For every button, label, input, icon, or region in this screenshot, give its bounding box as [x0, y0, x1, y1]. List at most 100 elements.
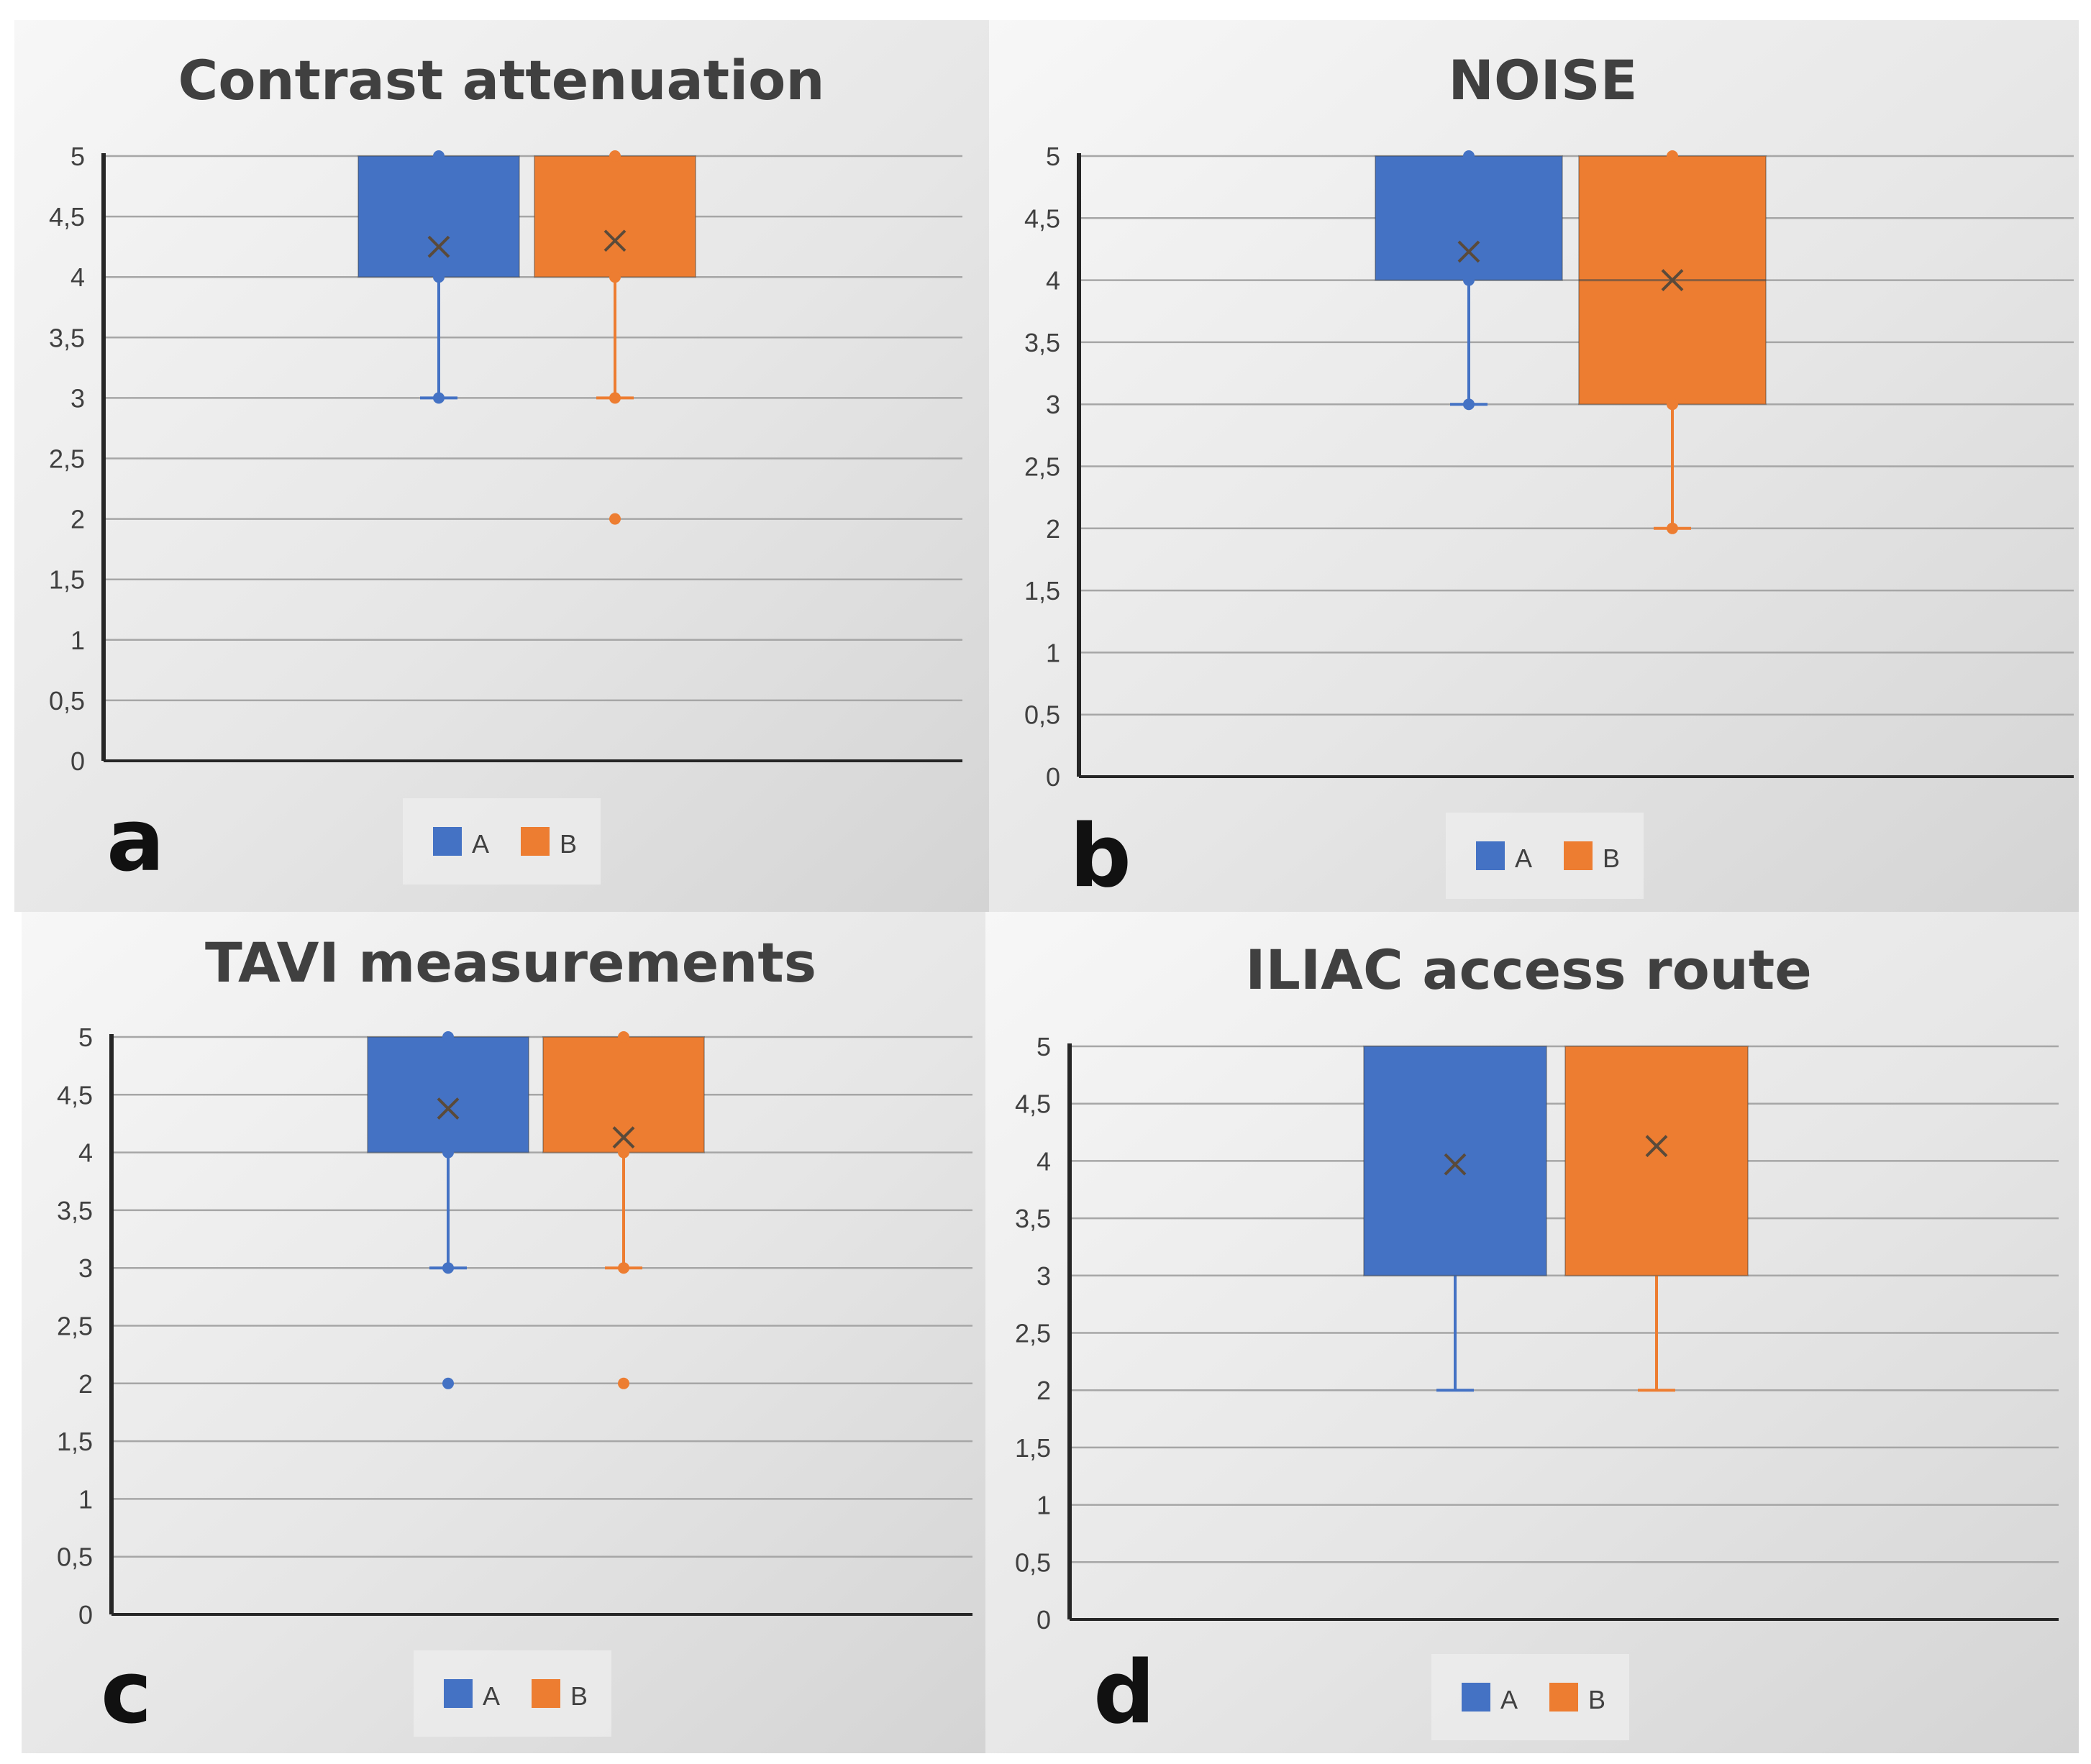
data-point — [433, 150, 445, 162]
legend-swatch-B — [1549, 1683, 1578, 1712]
y-tick-label: 1 — [70, 626, 85, 655]
data-point — [1463, 150, 1475, 162]
y-tick-label: 2 — [1046, 514, 1060, 544]
y-tick-label: 2 — [78, 1369, 93, 1399]
panel-a: Contrast attenuation 0 0,5 1 1,5 2 2,5 3 3,5 4 4,5… — [14, 20, 989, 912]
mean-marker — [612, 1126, 635, 1149]
y-tick-label: 1,5 — [1015, 1433, 1051, 1463]
y-tick-label: 3,5 — [1015, 1204, 1051, 1233]
legend-label-A: A — [1500, 1685, 1518, 1714]
data-point — [1463, 274, 1475, 286]
data-point — [433, 392, 445, 404]
outlier-point — [618, 1377, 629, 1389]
data-point — [609, 392, 621, 404]
y-tick-label: 2,5 — [49, 444, 85, 474]
y-tick-label: 4 — [1037, 1146, 1051, 1176]
box-series-B — [1578, 150, 1767, 534]
y-tick-label: 1,5 — [1024, 576, 1060, 605]
y-tick-label: 0,5 — [1015, 1548, 1051, 1577]
chart-title: NOISE — [1448, 48, 1637, 112]
legend-swatch-A — [433, 827, 462, 856]
y-tick-label: 0 — [1037, 1605, 1051, 1635]
y-tick-label: 3,5 — [49, 323, 85, 352]
data-point — [618, 1262, 629, 1274]
box-series-A — [357, 150, 520, 404]
y-tick-label: 3 — [1046, 390, 1060, 419]
panel-background — [14, 20, 989, 912]
mean-marker-stroke — [437, 1097, 460, 1120]
y-tick-label: 1,5 — [57, 1427, 93, 1456]
y-tick-label: 3 — [1037, 1261, 1051, 1291]
y-tick-label: 4,5 — [1015, 1089, 1051, 1119]
y-tick-label: 2,5 — [57, 1312, 93, 1341]
y-tick-label: 3 — [78, 1253, 93, 1283]
outlier-point — [609, 513, 621, 525]
box-series-A — [367, 1031, 529, 1389]
chart-title: ILIAC access route — [1245, 938, 1812, 1002]
y-tick-label: 5 — [70, 142, 85, 171]
mean-marker-stroke — [1645, 1135, 1668, 1158]
y-tick-label: 2 — [1037, 1376, 1051, 1405]
y-tick-label: 0,5 — [1024, 700, 1060, 730]
box-A — [367, 1036, 529, 1153]
y-tick-label: 5 — [1037, 1032, 1051, 1061]
y-tick-label: 0 — [78, 1600, 93, 1630]
y-tick-label: 1,5 — [49, 565, 85, 595]
panel-d: ILIAC access route 0 0,5 1 1,5 2 2,5 3 3,5 4 4,5 5 A… — [985, 912, 2079, 1753]
data-point — [609, 150, 621, 162]
legend-swatch-B — [521, 827, 550, 856]
box-series-A — [1363, 1046, 1547, 1392]
outlier-point — [442, 1377, 454, 1389]
legend-swatch-A — [444, 1679, 473, 1708]
panel-letter: c — [101, 1643, 152, 1743]
legend-label-B: B — [560, 829, 577, 859]
y-tick-label: 4,5 — [1024, 204, 1060, 233]
mean-marker-stroke — [1444, 1153, 1467, 1176]
box-A — [1375, 155, 1563, 281]
y-tick-label: 1 — [1046, 638, 1060, 667]
y-tick-label: 5 — [1046, 142, 1060, 171]
box-series-B — [542, 1031, 705, 1389]
mean-marker-stroke — [1661, 269, 1684, 292]
mean-marker-stroke — [603, 229, 627, 252]
y-tick-label: 2,5 — [1024, 452, 1060, 482]
y-tick-label: 0 — [1046, 762, 1060, 792]
y-tick-label: 0,5 — [49, 686, 85, 716]
y-tick-label: 4 — [70, 262, 85, 292]
data-point — [442, 1146, 454, 1159]
y-tick-label: 4 — [1046, 266, 1060, 296]
mean-marker — [437, 1097, 460, 1120]
legend-swatch-A — [1476, 841, 1505, 870]
box-A — [1363, 1046, 1547, 1276]
legend-swatch-A — [1462, 1683, 1490, 1712]
legend-label-B: B — [570, 1681, 588, 1711]
legend-label-A: A — [472, 829, 489, 859]
y-tick-label: 4,5 — [57, 1080, 93, 1110]
panel-letter: a — [106, 791, 165, 891]
box-series-B — [1564, 1046, 1749, 1392]
box-series-A — [1375, 150, 1563, 411]
mean-marker — [1661, 269, 1684, 292]
legend-label-A: A — [483, 1681, 500, 1711]
data-point — [1667, 522, 1678, 534]
y-tick-label: 2,5 — [1015, 1319, 1051, 1348]
data-point — [609, 271, 621, 283]
legend-swatch-B — [532, 1679, 560, 1708]
y-tick-label: 1 — [1037, 1491, 1051, 1520]
y-tick-label: 5 — [78, 1023, 93, 1052]
legend-label-A: A — [1515, 844, 1532, 873]
y-tick-label: 0,5 — [57, 1543, 93, 1572]
box-B — [542, 1036, 705, 1153]
chart-title: TAVI measurements — [205, 931, 816, 995]
legend-label-B: B — [1588, 1685, 1605, 1714]
box-series-B — [534, 150, 696, 525]
legend-swatch-B — [1564, 841, 1593, 870]
y-tick-label: 4,5 — [49, 202, 85, 232]
chart-title: Contrast attenuation — [178, 48, 825, 112]
